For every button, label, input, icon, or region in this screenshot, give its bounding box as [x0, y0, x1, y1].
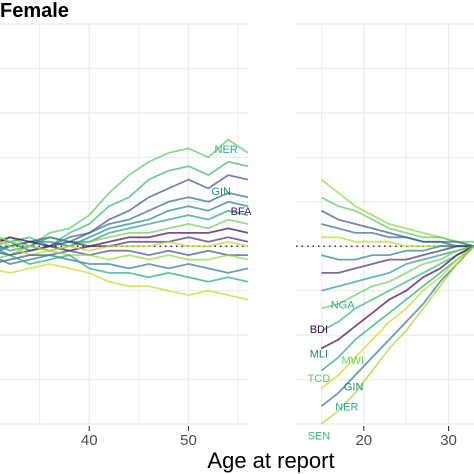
left-series-line-12 — [0, 236, 249, 261]
annotation-tcd: TCD — [308, 373, 331, 385]
x-axis-label: Age at report — [207, 448, 334, 473]
chart-title: Female — [0, 0, 69, 22]
x-tick-label: 30 — [440, 432, 457, 449]
annotation-bfa: BFA — [231, 206, 252, 218]
right-series-line-10 — [320, 245, 474, 332]
right-series-line-8 — [321, 245, 474, 292]
annotation-sen: SEN — [308, 431, 331, 443]
annotation-mli: MLI — [310, 348, 328, 360]
left-series-line-2 — [0, 160, 249, 248]
right-series-line-12 — [320, 245, 474, 372]
left-series-line-8 — [0, 227, 249, 252]
left-series-line-9 — [0, 236, 249, 257]
x-axis-ticks: 40 50 20 30 — [81, 426, 457, 449]
annotation-gin: GIN — [211, 186, 231, 198]
right-series-line-2 — [320, 196, 474, 243]
annotation-bdi: BDI — [310, 324, 328, 336]
grid — [0, 23, 474, 425]
right-series-line-3 — [320, 209, 474, 248]
right-series-line-7 — [321, 245, 474, 274]
right-series-line-13 — [320, 245, 474, 390]
x-tick-label: 50 — [180, 432, 197, 449]
annotation-ner: NER — [335, 402, 358, 414]
annotation-mwi: MWI — [341, 355, 364, 367]
right-series-line-1 — [320, 178, 474, 248]
right-series-line-9 — [321, 245, 474, 310]
left-series-line-14 — [0, 249, 249, 283]
x-tick-label: 40 — [81, 432, 98, 449]
left-series-line-6 — [0, 209, 249, 252]
right-series-line-11 — [320, 245, 474, 350]
right-series-line-6 — [321, 245, 474, 261]
annotation-gin: GIN — [344, 382, 364, 394]
x-tick-label: 20 — [355, 432, 372, 449]
left-series-line-11 — [0, 249, 248, 263]
right-series-line-4 — [321, 223, 474, 248]
left-series-line-15 — [0, 263, 249, 301]
annotation-ner: NER — [215, 144, 238, 156]
left-series-line-13 — [0, 254, 249, 274]
series-lines — [0, 138, 474, 425]
right-series-line-14 — [320, 245, 474, 407]
right-series-line-15 — [320, 245, 474, 425]
annotation-nga: NGA — [331, 299, 356, 311]
